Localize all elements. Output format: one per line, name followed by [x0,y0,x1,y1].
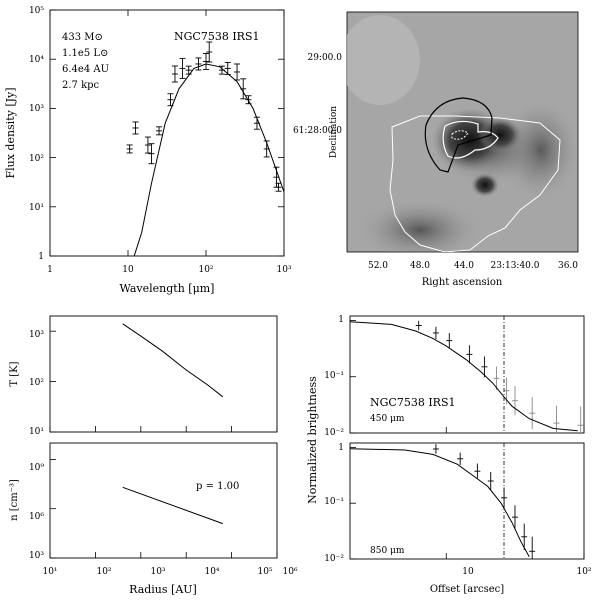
emission-blobs [347,15,578,252]
dens-xtick-1e4: 10⁴ [204,567,219,577]
inner-contour [442,120,499,159]
prof-source-name: NGC7538 IRS1 [370,396,455,409]
temp-ytick-1000: 10³ [29,330,44,340]
prof-ylabel: Normalized brightness [306,376,319,504]
image-ytick-28: 61:28:00.0 [293,126,342,136]
image-xtick-48: 48.0 [410,261,430,271]
image-xlabel: Right ascension [422,277,503,288]
sed-xtick-1000: 10³ [276,265,291,275]
peak-contour [451,130,469,140]
image-xtick-40: 23:13:40.0 [490,261,539,271]
sed-marks [49,9,285,257]
prof-xtick-100: 10² [576,567,591,577]
sed-source-name: NGC7538 IRS1 [174,30,259,43]
temperature-curve [122,323,224,398]
dens-xlabel: Radius [AU] [129,583,197,596]
sed-model-curve [133,63,285,257]
dens-ylabel: n [cm⁻³] [9,479,20,521]
dens-xtick-1e5: 10⁵ [257,567,272,577]
sed-ytick-100000: 10⁵ [29,6,44,16]
sed-annot-radius: 6.4e4 AU [62,64,109,75]
prof-ytick-1e-1-top: 10⁻¹ [324,371,344,381]
prof-axes-850 [349,442,585,560]
prof-ytick-1e-2-top: 10⁻² [324,428,344,438]
prof-band-450: 450 μm [370,414,405,424]
sed-ylabel: Flux density [Jy] [4,87,17,178]
prof-ytick-1e-1-bot: 10⁻¹ [324,497,344,507]
prof-ytick-1-top: 1 [338,315,344,325]
profile-450-model [349,321,578,432]
dens-ytick-1e9: 10⁹ [29,463,44,473]
dens-xtick-1e2: 10² [96,567,111,577]
density-curve [122,486,223,525]
outer-contour [389,115,561,252]
temp-ytick-100: 10² [29,378,44,388]
dens-xtick-1e1: 10¹ [42,567,57,577]
dens-xtick-1e3: 10³ [150,567,165,577]
profile-marks [350,320,585,560]
density-panel: p = 1.00 n [cm⁻³] Radius [AU] 10³ 10⁶ 10… [9,442,298,596]
prof-xlabel: Offset [arcsec] [430,584,504,595]
dens-ytick-1e6: 10⁶ [29,512,44,522]
image-xtick-52: 52.0 [368,261,388,271]
dens-ytick-1e3: 10³ [29,551,44,561]
sed-panel: 433 M⊙ 1.1e5 L⊙ 6.4e4 AU 2.7 kpc NGC7538… [4,6,292,295]
sed-axes [49,9,285,257]
sed-annot-mass: 433 M⊙ [62,32,103,43]
sed-xtick-1: 1 [47,265,53,275]
sed-ytick-1000: 10³ [29,104,44,114]
sed-xtick-10: 10 [122,265,134,275]
prof-xtick-10: 10 [462,567,474,577]
image-ytick-29: 29:00.0 [307,53,342,63]
beam-sector [424,97,493,173]
sed-ytick-1: 1 [38,252,44,262]
sed-xtick-100: 10² [198,265,213,275]
image-ylabel: Declination [329,106,339,158]
sed-annot-distance: 2.7 kpc [62,80,100,91]
image-panel: Declination Right ascension 29:00.0 61:2… [293,11,579,288]
prof-band-850: 850 μm [370,546,405,556]
sed-ytick-100: 10² [29,154,44,164]
sed-annot-lum: 1.1e5 L⊙ [62,48,108,59]
temp-ytick-10: 10¹ [29,427,44,437]
density-power-law-label: p = 1.00 [196,481,239,492]
prof-axes-450 [349,315,585,434]
profile-850-model [349,448,530,557]
sed-ytick-10000: 10⁴ [29,55,44,65]
image-xtick-36: 36.0 [558,261,578,271]
temp-axes [49,315,278,433]
dens-axes [49,442,278,559]
image-xtick-44: 44.0 [454,261,474,271]
temp-ylabel: T [K] [9,361,20,386]
prof-ytick-1e-2-bot: 10⁻² [324,554,344,564]
temperature-panel: T [K] 10¹ 10² 10³ [9,315,278,437]
dens-xtick-1e6: 10⁶ [282,567,297,577]
sed-xlabel: Wavelength [μm] [120,282,215,295]
sed-ytick-10: 10¹ [29,203,44,213]
prof-ytick-1-bot: 1 [338,443,344,453]
profile-panel: NGC7538 IRS1 450 μm 850 μm Normalized br… [306,315,592,595]
